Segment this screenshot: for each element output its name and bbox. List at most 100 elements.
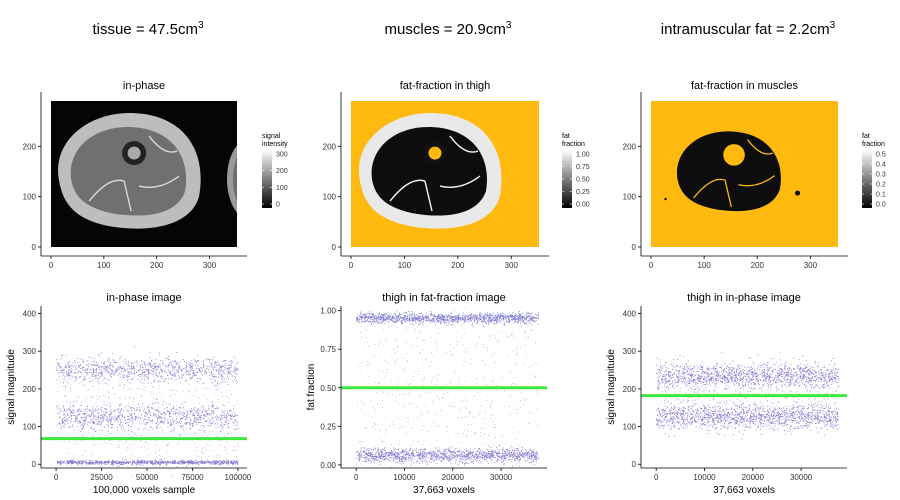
image-area: [351, 101, 539, 247]
image-1-x-tick-label: 0: [49, 261, 54, 270]
image-2-x-tick-label: 200: [451, 261, 465, 270]
scatter-3-y-tick-label: 100: [623, 423, 637, 432]
image-3-y-tick-label: 100: [623, 193, 637, 202]
stray-voxel: [664, 197, 667, 201]
scatter-points: [356, 303, 539, 472]
femur-marrow: [428, 146, 442, 160]
legend-tick-label: 0.2: [876, 182, 886, 189]
legend-title: fat: [862, 133, 870, 140]
scatter-1-x-tick-label: 0: [54, 473, 59, 482]
image-2-x-tick-label: 300: [505, 261, 519, 270]
scatter-2-x-tick-label: 30000: [490, 473, 513, 482]
fascia-line: [148, 135, 178, 153]
scatter-1-x-tick-label: 25000: [90, 473, 113, 482]
legend-tick-label: 0.25: [576, 189, 590, 196]
legend-tick-label: 0.0: [876, 202, 886, 209]
scatter-2-y-tick-label: 0.50: [320, 384, 336, 393]
x-axis-label: 37,663 voxels: [713, 485, 775, 496]
legend-tick-label: 0.5: [876, 152, 886, 159]
scatter-1-y-tick-label: 400: [23, 310, 37, 319]
fascia-line: [123, 180, 132, 212]
image-3-y-tick-label: 200: [623, 142, 637, 151]
scatter-band-2: [56, 395, 239, 438]
legend-colorbar: [862, 150, 872, 208]
scatter-3-x-tick-label: 10000: [693, 473, 716, 482]
scatter-2-y-tick-label: 1.00: [320, 307, 336, 316]
legend-tick-label: 0.3: [876, 172, 886, 179]
legend-title: fraction: [562, 141, 585, 148]
fascia-line: [747, 139, 773, 155]
image-2-y-tick-label: 100: [323, 193, 337, 202]
image-1-x-tick-label: 100: [97, 261, 111, 270]
image-2-x-tick-label: 100: [398, 261, 412, 270]
image-1-x-tick-label: 200: [150, 261, 164, 270]
scatter-band-3: [56, 346, 239, 389]
legend-tick-label: 100: [276, 185, 288, 192]
legend-title: fraction: [862, 141, 885, 148]
scatter-3-y-tick-label: 400: [623, 310, 637, 319]
image-1-y-tick-label: 200: [23, 142, 37, 151]
legend-title: fat: [562, 133, 570, 140]
scatter-2-x-tick-label: 10000: [393, 473, 416, 482]
scatter-sparse: [356, 303, 539, 472]
adjacent-thigh-muscle: [233, 156, 237, 202]
legend-tick-label: 200: [276, 168, 288, 175]
scatter-sparse: [56, 356, 239, 477]
image-1-y-tick-label: 0: [32, 243, 37, 252]
fascia-line: [449, 135, 479, 153]
scatter-panel-1: in-phase image 0 25000 50000 75000 100000 0 100…: [6, 292, 252, 496]
title-muscles: muscles = 20.9cm3: [384, 20, 512, 38]
legend-tick-label: 300: [276, 152, 288, 159]
stray-voxel: [795, 190, 801, 196]
image-1-y-tick-label: 100: [23, 193, 37, 202]
femur-marrow: [127, 146, 141, 160]
fascia-line: [738, 175, 775, 187]
image-2-y-tick-label: 200: [323, 142, 337, 151]
scatter-3-x-tick-label: 0: [654, 473, 659, 482]
scatter-1-y-tick-label: 300: [23, 347, 37, 356]
scatter-panel-2: thigh in fat-fraction image 0 10000 20000 30…: [306, 292, 547, 496]
legend-tick-label: 0.75: [576, 164, 590, 171]
panel-title: in-phase: [123, 80, 165, 92]
legend-tick-label: 0.4: [876, 162, 886, 169]
muscle-region: [371, 126, 488, 216]
fascia-line: [389, 179, 426, 202]
x-axis-label: 100,000 voxels sample: [93, 485, 196, 496]
legend-title: intensity: [262, 141, 288, 148]
image-area: [651, 101, 838, 247]
scatter-3-x-tick-label: 30000: [790, 473, 813, 482]
scatter-band-1: [56, 458, 239, 468]
image-2-x-tick-label: 0: [349, 261, 354, 270]
scatter-band-2: [356, 310, 539, 328]
legend-tick-label: 1.00: [576, 152, 590, 159]
scatter-3-y-tick-label: 300: [623, 347, 637, 356]
panel-title: fat-fraction in muscles: [691, 80, 798, 92]
x-axis-label: 37,663 voxels: [413, 485, 475, 496]
fascia-line: [439, 175, 481, 189]
scatter-1-y-tick-label: 0: [32, 460, 37, 469]
femur-marrow: [728, 149, 740, 161]
y-axis-label: fat fraction: [306, 364, 317, 411]
image-3-y-tick-label: 0: [632, 243, 637, 252]
scatter-3-x-tick-label: 20000: [742, 473, 765, 482]
panel-title: fat-fraction in thigh: [400, 80, 491, 92]
adjacent-thigh: [227, 145, 237, 213]
muscle-region: [70, 126, 187, 216]
panel-title: thigh in fat-fraction image: [382, 292, 506, 304]
legend-title: signal: [262, 133, 281, 140]
legend-tick-label: 0.00: [576, 202, 590, 209]
image-1-x-tick-label: 300: [203, 261, 217, 270]
scatter-1-x-tick-label: 50000: [136, 473, 159, 482]
scatter-1-y-tick-label: 100: [23, 423, 37, 432]
fascia-line: [138, 175, 180, 189]
legend-tick-label: 0.50: [576, 177, 590, 184]
scatter-band-1: [656, 398, 839, 440]
image-3-x-tick-label: 300: [804, 261, 818, 270]
y-axis-label: signal magnitude: [606, 349, 617, 425]
legend-colorbar: [262, 150, 272, 208]
panel-title: thigh in in-phase image: [687, 292, 801, 304]
scatter-2-y-tick-label: 0.25: [320, 422, 336, 431]
image-3-x-tick-label: 0: [649, 261, 654, 270]
scatter-points: [656, 351, 839, 440]
